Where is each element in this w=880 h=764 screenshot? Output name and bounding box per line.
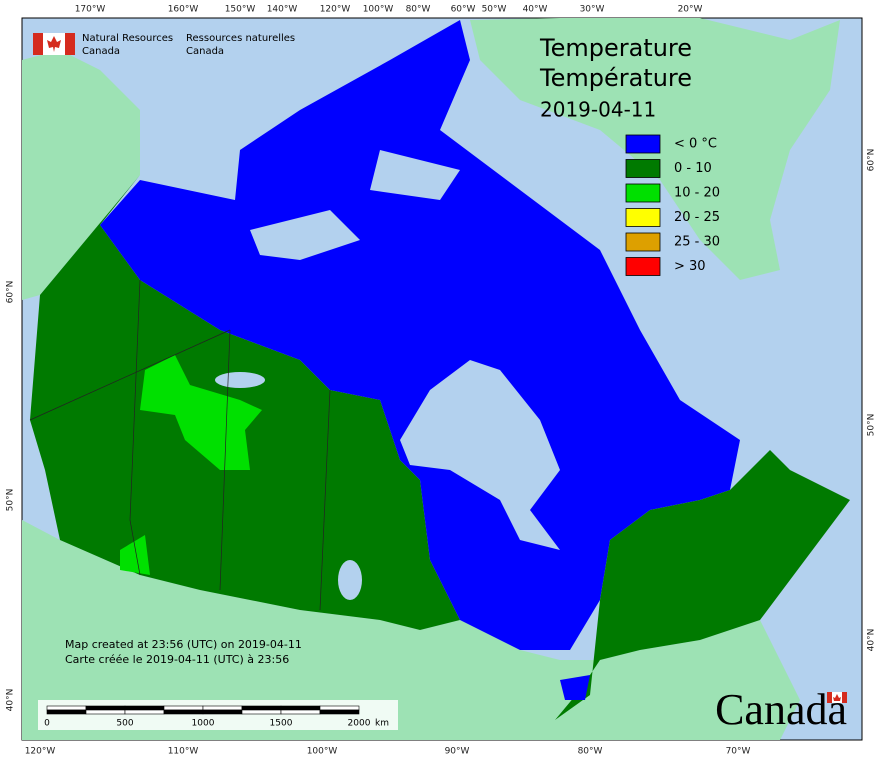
longitude-label: 30°W [580,5,605,15]
legend-swatch [625,232,661,252]
scale-segment [124,709,165,715]
title-fr: Température [539,64,692,92]
latitude-label: 50°N [867,414,877,437]
legend-label: 0 - 10 [674,161,712,176]
title-date: 2019-04-11 [540,98,656,122]
scale-segment [163,709,204,715]
scale-segment [46,705,87,711]
water-bodies [215,150,560,600]
longitude-label: 120°W [320,5,351,15]
legend: < 0 °C 0 - 10 10 - 20 20 - 25 25 - 30 > 30 [625,134,720,276]
legend-label: > 30 [674,259,706,274]
legend-label: 10 - 20 [674,186,720,201]
agency-fr: Ressources naturelles [186,33,295,44]
scale-segment [124,705,165,711]
longitude-label: 40°W [523,5,548,15]
longitude-label: 140°W [267,5,298,15]
scale-segment [319,705,360,711]
scale-segment [202,705,243,711]
longitude-label: 100°W [307,747,338,757]
scale-segment [85,709,126,715]
legend-swatch [625,134,661,154]
legend-swatch [625,183,661,203]
scale-segment [280,705,321,711]
longitude-label: 150°W [225,5,256,15]
wordmark: Canada [715,685,847,734]
scale-bg [38,700,398,730]
scale-segment [241,709,282,715]
agency-fr: Canada [186,46,224,57]
scale-segment [46,709,87,715]
legend-label: < 0 °C [674,137,717,152]
province-borders [29,279,331,611]
scale-segment [202,709,243,715]
longitude-label: 110°W [168,747,199,757]
legend-label: 25 - 30 [674,235,720,250]
latitude-label: 60°N [867,149,877,172]
latitude-label: 60°N [6,281,16,304]
longitude-label: 160°W [168,5,199,15]
latitude-label: 50°N [6,489,16,512]
longitude-label: 20°W [678,5,703,15]
longitude-label: 50°W [482,5,507,15]
latitude-label: 40°N [867,629,877,652]
scale-segment [241,705,282,711]
scale-segment [319,709,360,715]
scale-bar: 0 500 1000 1500 2000 km [38,700,398,730]
longitude-label: 100°W [363,5,394,15]
longitude-label: 120°W [25,747,56,757]
scale-label: 1000 [192,719,215,729]
title-en: Temperature [539,34,692,62]
legend-swatch [625,159,661,178]
scale-unit: km [375,719,389,729]
flag [33,33,75,55]
temperature-zones [30,20,850,720]
scale-label: 1500 [270,719,293,729]
note: Map created at 23:56 (UTC) on 2019-04-11 [65,638,302,651]
scale-segment [280,709,321,715]
wordmark-flag [827,692,847,703]
longitude-label: 90°W [445,747,470,757]
legend-swatch [625,257,661,276]
longitude-label: 170°W [75,5,106,15]
legend-swatch [625,208,661,227]
scale-label: 0 [44,719,50,729]
scale-label: 2000 [348,719,371,729]
scale-segment [163,705,204,711]
longitude-label: 80°W [578,747,603,757]
longitude-label: 80°W [406,5,431,15]
latitude-label: 40°N [6,689,16,712]
longitude-label: 60°W [451,5,476,15]
agency-en: Natural Resources [82,33,173,44]
agency-en: Canada [82,46,120,57]
note: Carte créée le 2019-04-11 (UTC) à 23:56 [65,653,289,666]
longitude-label: 70°W [726,747,751,757]
graticule-labels: 170°W 160°W 150°W 140°W 120°W 100°W 80°W 60°W 50… [6,5,877,757]
legend-label: 20 - 25 [674,210,720,225]
scale-segment [85,705,126,711]
scale-label: 500 [116,719,133,729]
